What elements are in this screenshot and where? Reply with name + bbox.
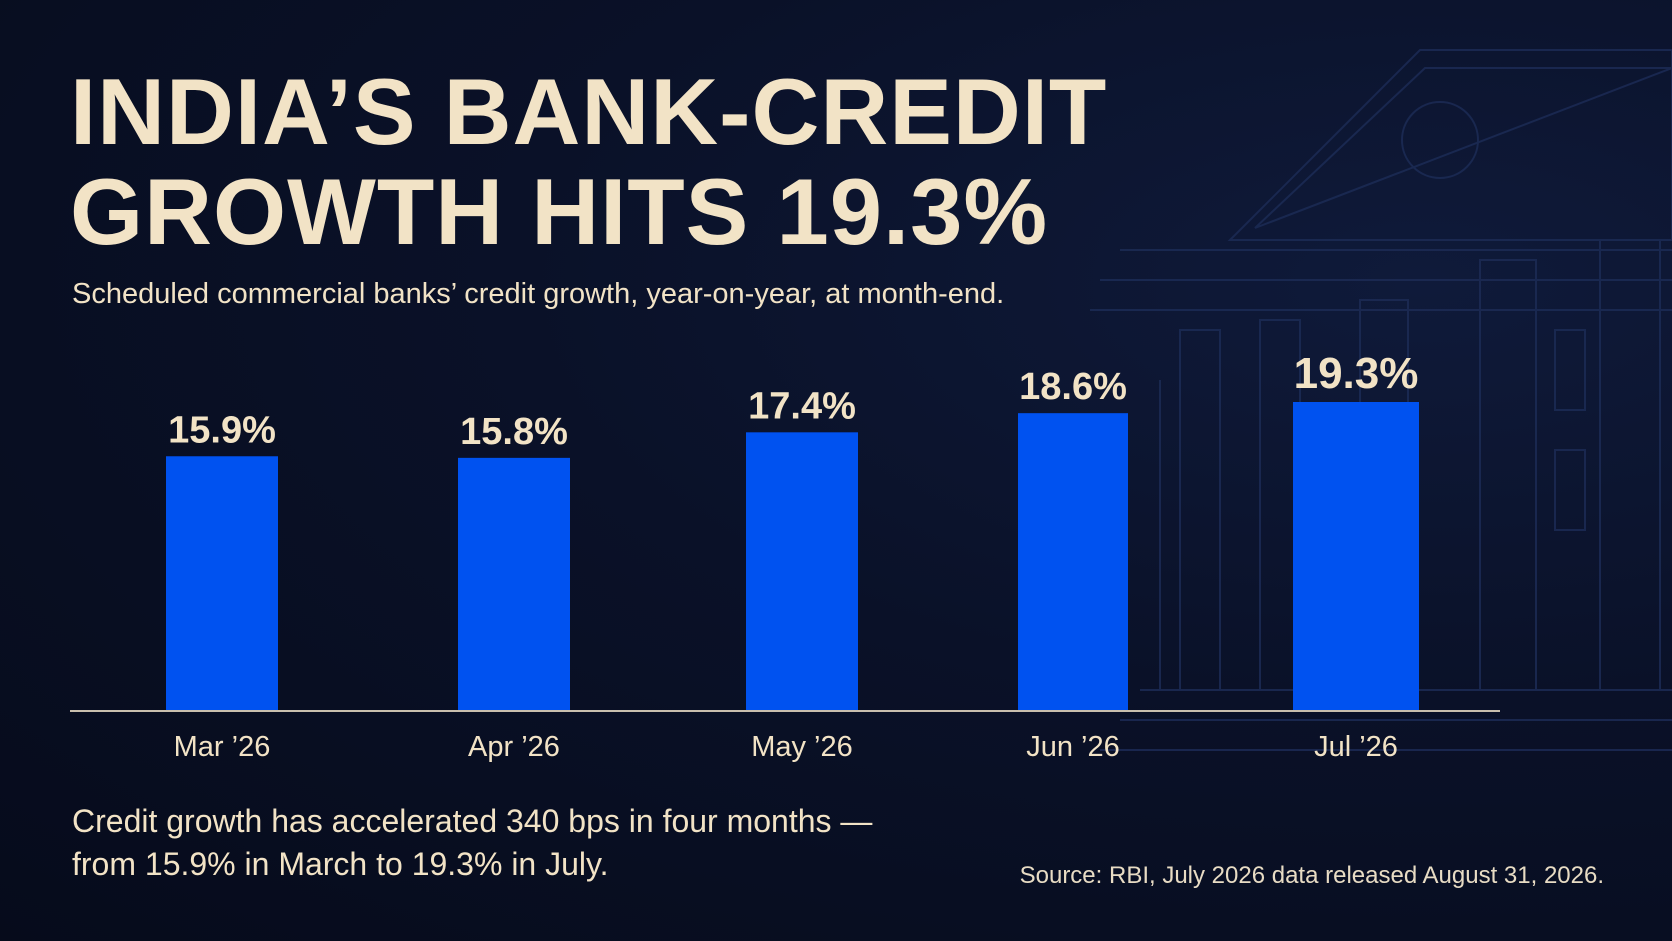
chart-subtitle: Scheduled commercial banks’ credit growt… <box>72 278 1005 310</box>
data-label-0: 15.9% <box>168 409 276 451</box>
data-label-1: 15.8% <box>460 411 568 453</box>
x-tick-label-1: Apr ’26 <box>468 731 560 763</box>
x-tick-label-2: May ’26 <box>751 731 853 763</box>
data-label-2: 17.4% <box>748 385 856 427</box>
bar-2 <box>746 432 858 710</box>
bar-1 <box>458 457 570 710</box>
x-tick-label-0: Mar ’26 <box>174 731 271 763</box>
chart-title: INDIA’S BANK-CREDIT GROWTH HITS 19.3% <box>70 62 1170 262</box>
bar-4 <box>1293 402 1419 710</box>
data-label-4: 19.3% <box>1294 349 1419 398</box>
data-label-3: 18.6% <box>1019 366 1127 408</box>
title-line-2: GROWTH HITS 19.3% <box>70 159 1049 264</box>
bar-3 <box>1018 413 1128 710</box>
source-note: Source: RBI, July 2026 data released Aug… <box>1019 862 1604 889</box>
x-tick-label-3: Jun ’26 <box>1026 731 1120 763</box>
summary-text: Credit growth has accelerated 340 bps in… <box>72 800 972 886</box>
x-tick-label-4: Jul ’26 <box>1314 731 1398 763</box>
title-line-1: INDIA’S BANK-CREDIT <box>70 59 1108 164</box>
summary-line-2: from 15.9% in March to 19.3% in July. <box>72 846 609 882</box>
summary-line-1: Credit growth has accelerated 340 bps in… <box>72 803 873 839</box>
bar-0 <box>166 456 278 710</box>
